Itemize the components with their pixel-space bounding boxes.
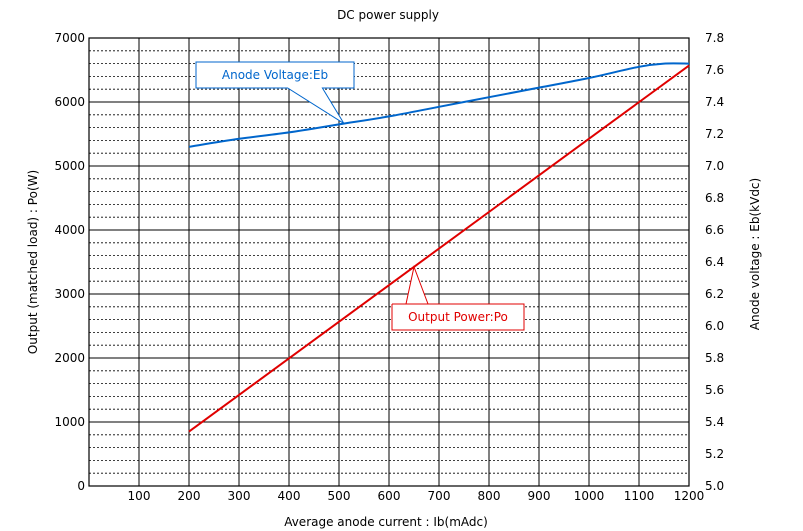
y-left-axis-ticks: 0 1000 2000 3000 4000 5000 6000 7000 <box>54 31 85 493</box>
callout-label: Output Power:Po <box>408 310 508 324</box>
x-tick-label: 300 <box>228 489 251 503</box>
x-tick-label: 1000 <box>574 489 605 503</box>
x-tick-label: 400 <box>278 489 301 503</box>
y-right-axis-ticks: 5.0 5.2 5.4 5.6 5.8 6.0 6.2 6.4 6.6 6.8 7.0 7.2 7.4 7… <box>705 31 724 493</box>
y-right-tick-label: 7.6 <box>705 63 724 77</box>
y-right-tick-label: 7.8 <box>705 31 724 45</box>
y-right-axis-label: Anode voltage : Eb(kVdc) <box>748 178 762 330</box>
series-line-anode-voltage-eb <box>188 62 690 148</box>
x-axis-ticks: 100 200 300 400 500 600 700 800 900 1000 1100 1200 <box>128 489 705 503</box>
y-left-tick-label: 6000 <box>54 95 85 109</box>
y-right-tick-label: 6.6 <box>705 223 724 237</box>
y-left-tick-label: 4000 <box>54 223 85 237</box>
y-right-tick-label: 7.0 <box>705 159 724 173</box>
x-tick-label: 100 <box>128 489 151 503</box>
y-right-tick-label: 6.0 <box>705 319 724 333</box>
plot-frame <box>88 37 690 487</box>
y-right-tick-label: 6.8 <box>705 191 724 205</box>
y-right-tick-label: 5.6 <box>705 383 724 397</box>
y-left-axis-label: Output (matched load) : Po(W) <box>26 170 40 354</box>
series-lines <box>188 62 690 433</box>
x-tick-label: 800 <box>478 489 501 503</box>
y-left-tick-label: 3000 <box>54 287 85 301</box>
callout-box <box>195 61 355 125</box>
y-right-tick-label: 7.2 <box>705 127 724 141</box>
chart-title: DC power supply <box>337 8 439 22</box>
y-left-tick-label: 7000 <box>54 31 85 45</box>
y-right-tick-label: 6.4 <box>705 255 724 269</box>
x-tick-label: 1100 <box>624 489 655 503</box>
callouts: Anode Voltage:Eb Output Power:Po <box>195 61 525 331</box>
x-tick-label: 600 <box>378 489 401 503</box>
callout-box <box>391 265 525 331</box>
y-right-tick-label: 5.0 <box>705 479 724 493</box>
y-left-tick-label: 5000 <box>54 159 85 173</box>
y-left-tick-label: 1000 <box>54 415 85 429</box>
x-tick-label: 500 <box>328 489 351 503</box>
grid-major <box>89 38 689 486</box>
x-axis-label: Average anode current : Ib(mAdc) <box>284 515 488 529</box>
x-tick-label: 900 <box>528 489 551 503</box>
y-left-tick-label: 0 <box>77 479 85 493</box>
y-right-tick-label: 7.4 <box>705 95 724 109</box>
series-line-output-power-po <box>188 64 690 433</box>
y-right-tick-label: 5.2 <box>705 447 724 461</box>
y-right-tick-label: 5.4 <box>705 415 724 429</box>
x-tick-label: 200 <box>178 489 201 503</box>
x-tick-label: 1200 <box>674 489 705 503</box>
y-right-tick-label: 5.8 <box>705 351 724 365</box>
y-right-tick-label: 6.2 <box>705 287 724 301</box>
y-left-tick-label: 2000 <box>54 351 85 365</box>
callout-label: Anode Voltage:Eb <box>222 68 328 82</box>
x-tick-label: 700 <box>428 489 451 503</box>
